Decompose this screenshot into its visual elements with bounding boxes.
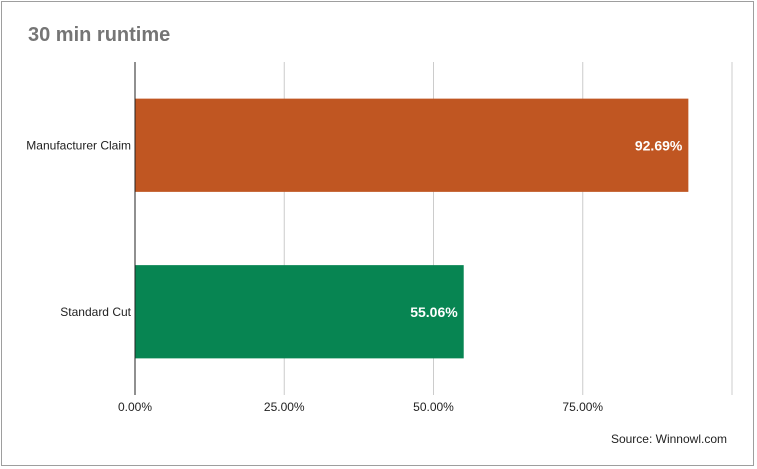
data-label: 55.06% bbox=[410, 304, 458, 320]
x-tick-label: 0.00% bbox=[118, 400, 152, 414]
source-note: Source: Winnowl.com bbox=[610, 432, 727, 446]
data-label: 92.69% bbox=[635, 137, 683, 153]
category-label: Standard Cut bbox=[60, 305, 131, 319]
bar bbox=[135, 265, 464, 359]
bar bbox=[135, 98, 689, 192]
x-tick-label: 25.00% bbox=[264, 400, 305, 414]
x-tick-label: 50.00% bbox=[413, 400, 454, 414]
x-tick-label: 75.00% bbox=[562, 400, 603, 414]
category-label: Manufacturer Claim bbox=[26, 138, 131, 152]
chart-title: 30 min runtime bbox=[28, 24, 171, 46]
